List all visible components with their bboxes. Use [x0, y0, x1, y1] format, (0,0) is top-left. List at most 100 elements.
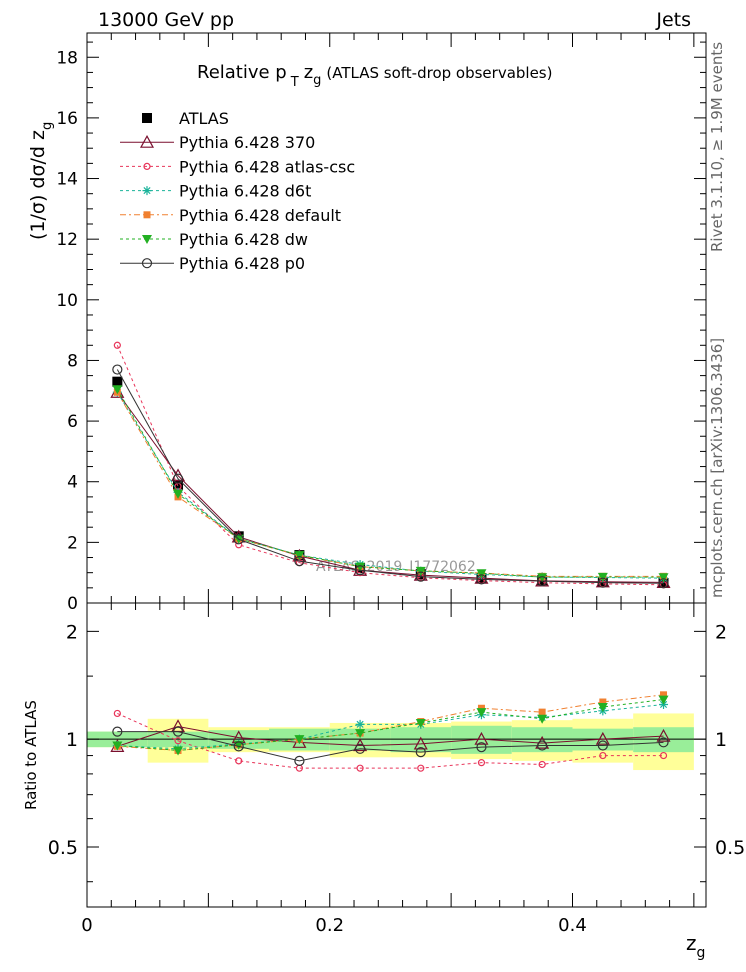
ratio-ytick-label: 2 — [66, 621, 78, 643]
ratio-line-0 — [117, 725, 664, 747]
main-point — [233, 534, 244, 545]
main-ytick-label: 14 — [56, 170, 78, 190]
ratio-point — [355, 729, 366, 739]
xlabel: zg — [686, 931, 705, 961]
main-line-6 — [116, 369, 664, 584]
main-point — [294, 556, 305, 567]
main-point — [413, 567, 428, 581]
ratio-point — [597, 740, 608, 751]
main-ytick-label: 18 — [56, 48, 78, 68]
ratio-point — [174, 737, 182, 745]
ratio-point — [173, 746, 184, 756]
main-series-3 — [112, 387, 669, 583]
main-ytick-label: 8 — [67, 351, 78, 371]
ratio-point — [658, 737, 669, 748]
main-series-4 — [113, 388, 668, 580]
header-right: Jets — [655, 9, 691, 31]
ratio-ytick-label: 1 — [66, 729, 78, 751]
main-point — [112, 385, 123, 395]
ratio-point — [538, 708, 546, 716]
ratio-point — [356, 764, 364, 772]
main-line-1 — [116, 391, 664, 583]
main-point — [597, 577, 608, 588]
legend-label: Pythia 6.428 atlas-csc — [179, 157, 355, 176]
ratio-point — [235, 757, 243, 765]
legend-item-4: Pythia 6.428 default — [120, 206, 341, 225]
main-point — [112, 364, 123, 375]
main-series-1 — [110, 385, 671, 588]
ratio-series-5 — [112, 726, 669, 766]
legend-label: Pythia 6.428 default — [179, 206, 341, 225]
ratio-point — [355, 719, 365, 729]
rivet-label: Rivet 3.1.10, ≥ 1.9M events — [708, 42, 726, 252]
ratio-point — [415, 747, 426, 758]
ratio-ylabel: Ratio to ATLAS — [22, 700, 40, 810]
ratio-point — [233, 741, 244, 752]
main-point — [537, 576, 548, 587]
main-point — [658, 578, 669, 589]
main-point — [354, 565, 366, 576]
xtick-label: 0.2 — [315, 915, 344, 936]
ratio-series-4 — [112, 695, 669, 756]
legend-item-6: Pythia 6.428 p0 — [120, 254, 305, 273]
ratio-point — [413, 736, 428, 750]
main-point — [294, 551, 305, 561]
main-point — [597, 572, 608, 582]
ratio-point — [537, 714, 548, 724]
ratio-point — [659, 751, 668, 760]
legend-item-3: Pythia 6.428 d6t — [120, 182, 311, 201]
ratio-frame — [86, 602, 707, 908]
legend-item-2: Pythia 6.428 atlas-csc — [120, 157, 355, 176]
ratio-line-5 — [117, 731, 664, 762]
ratio-ytick-label: 0.5 — [48, 837, 78, 859]
main-point — [112, 376, 123, 387]
main-ylabel: (1/σ) dσ/d zg — [27, 122, 55, 240]
main-point — [537, 573, 548, 583]
main-point — [355, 562, 366, 572]
main-point — [172, 473, 184, 484]
ratio-series-1 — [113, 709, 668, 772]
ratio-point — [599, 698, 607, 706]
legend-item-5: Pythia 6.428 dw — [120, 230, 308, 249]
main-point — [476, 569, 487, 579]
xtick-label: 0 — [81, 915, 92, 936]
main-line-4 — [116, 392, 664, 577]
ratio-point — [294, 735, 305, 745]
main-ytick-label: 4 — [67, 473, 78, 493]
main-ytick-label: 12 — [56, 230, 78, 250]
xtick-label: 0.4 — [558, 915, 587, 936]
ratio-point — [172, 726, 184, 737]
ratio-point — [294, 755, 305, 766]
legend-marker — [142, 235, 152, 244]
legend-marker — [139, 134, 155, 148]
main-ytick-label: 0 — [67, 594, 78, 614]
legend-marker — [143, 162, 151, 170]
ratio-point — [113, 709, 121, 718]
ratio-band-stat — [451, 725, 512, 754]
legend-marker — [142, 186, 152, 196]
main-point — [173, 479, 184, 490]
main-line-3 — [116, 392, 664, 579]
ratio-point — [476, 708, 487, 718]
main-point — [658, 573, 669, 583]
ratio-ytick-label-right: 0.5 — [715, 837, 745, 859]
ratio-ytick-label-right: 1 — [715, 729, 727, 751]
ratio-line-1 — [117, 712, 664, 769]
main-series-5 — [112, 385, 669, 583]
ratio-line-2 — [117, 703, 664, 750]
ratio-point — [474, 731, 489, 745]
main-series-2 — [113, 341, 668, 589]
legend-item-0: ATLAS — [142, 109, 229, 128]
main-point — [173, 489, 184, 499]
ratio-point — [417, 764, 425, 772]
legend-marker — [141, 258, 153, 269]
legend-marker — [142, 113, 152, 123]
main-line-2 — [116, 345, 664, 586]
ratio-ytick-label-right: 2 — [715, 621, 727, 643]
ratio-point — [597, 702, 608, 712]
ratio-line-4 — [117, 699, 664, 751]
legend-marker — [143, 211, 151, 219]
ratio-point — [538, 760, 546, 769]
legend-label: Pythia 6.428 d6t — [179, 182, 311, 201]
